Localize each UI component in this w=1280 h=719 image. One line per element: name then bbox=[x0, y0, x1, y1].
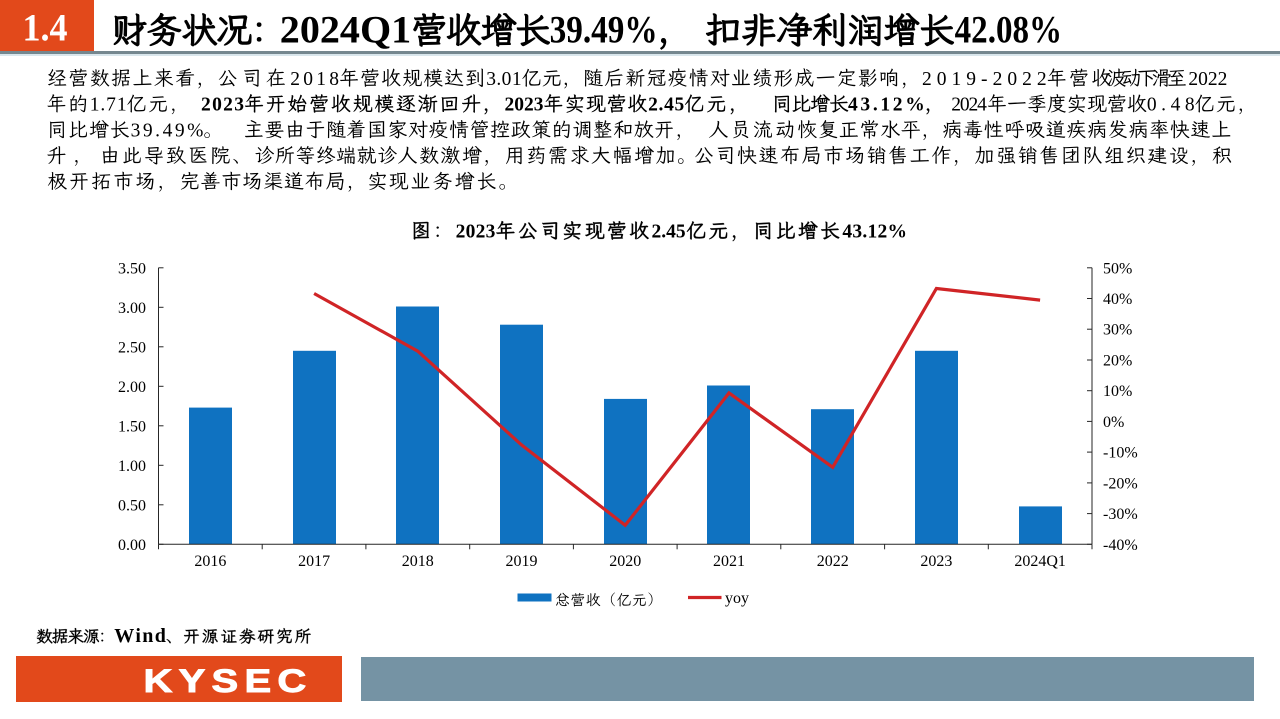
svg-text:2.45: 2.45 bbox=[651, 222, 685, 243]
svg-text:2024Q1: 2024Q1 bbox=[1014, 553, 1066, 570]
svg-text:2016: 2016 bbox=[194, 553, 226, 570]
svg-text:2.00: 2.00 bbox=[118, 379, 146, 396]
svg-text:2023: 2023 bbox=[201, 95, 244, 116]
svg-text:2.45: 2.45 bbox=[648, 95, 684, 116]
svg-text:2023: 2023 bbox=[456, 222, 496, 243]
svg-text:20%: 20% bbox=[1103, 353, 1132, 370]
svg-text:2019: 2019 bbox=[506, 553, 538, 570]
svg-text:0.48: 0.48 bbox=[1147, 95, 1195, 116]
svg-text:0.50: 0.50 bbox=[118, 497, 146, 514]
svg-text:0.00: 0.00 bbox=[118, 537, 146, 554]
svg-text:-20%: -20% bbox=[1103, 475, 1138, 492]
svg-text:1.4: 1.4 bbox=[23, 6, 68, 49]
svg-text:3.00: 3.00 bbox=[118, 300, 146, 317]
svg-text:2017: 2017 bbox=[298, 553, 330, 570]
svg-text:2022: 2022 bbox=[1188, 69, 1227, 90]
svg-text:39.49%: 39.49% bbox=[550, 9, 658, 52]
svg-text:2021: 2021 bbox=[713, 553, 745, 570]
svg-text:42.08%: 42.08% bbox=[955, 9, 1062, 52]
svg-text:Wind: Wind bbox=[114, 625, 166, 647]
svg-text:3.50: 3.50 bbox=[118, 260, 146, 277]
svg-text:-10%: -10% bbox=[1103, 445, 1138, 462]
svg-text:2020: 2020 bbox=[609, 553, 641, 570]
svg-text:2023: 2023 bbox=[505, 95, 544, 116]
svg-text:2019-2022: 2019-2022 bbox=[922, 69, 1047, 90]
svg-text:1.71: 1.71 bbox=[90, 95, 127, 116]
svg-text:1.00: 1.00 bbox=[118, 458, 146, 475]
svg-text:10%: 10% bbox=[1103, 383, 1132, 400]
svg-text:1.50: 1.50 bbox=[118, 418, 146, 435]
svg-text:30%: 30% bbox=[1103, 322, 1132, 339]
svg-text:40%: 40% bbox=[1103, 291, 1132, 308]
svg-text:2024: 2024 bbox=[951, 95, 987, 116]
svg-text:50%: 50% bbox=[1103, 260, 1132, 277]
svg-text:2024Q1: 2024Q1 bbox=[280, 9, 411, 52]
svg-text:3.01: 3.01 bbox=[486, 69, 521, 90]
svg-text:2018: 2018 bbox=[402, 553, 434, 570]
svg-text:2023: 2023 bbox=[920, 553, 952, 570]
svg-text:KYSEC: KYSEC bbox=[143, 663, 312, 699]
svg-text:2022: 2022 bbox=[817, 553, 849, 570]
svg-text:43.12%: 43.12% bbox=[848, 95, 925, 116]
svg-text:2.50: 2.50 bbox=[118, 339, 146, 356]
svg-text:2018: 2018 bbox=[290, 69, 339, 90]
svg-text:39.49%: 39.49% bbox=[131, 120, 204, 141]
svg-text:-30%: -30% bbox=[1103, 506, 1138, 523]
svg-text:yoy: yoy bbox=[725, 590, 749, 607]
svg-text:0%: 0% bbox=[1103, 414, 1124, 431]
svg-text:-40%: -40% bbox=[1103, 537, 1138, 554]
svg-text:43.12%: 43.12% bbox=[842, 222, 907, 243]
